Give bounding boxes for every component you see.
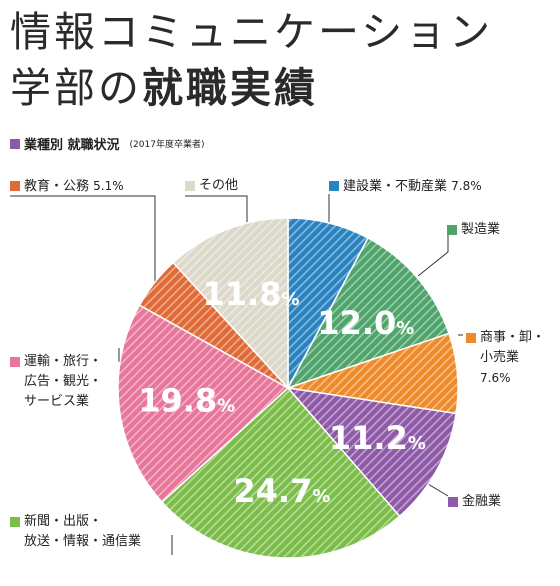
- label-other: その他: [185, 176, 238, 196]
- slice-value-label-transport: 19.8%: [138, 382, 235, 420]
- label-education-value: 5.1%: [93, 179, 124, 193]
- label-construction-text: 建設業・不動産業: [343, 179, 448, 194]
- page-title: 情報コミュニケーション 学部の就職実績: [10, 4, 493, 116]
- label-construction-value: 7.8%: [451, 179, 482, 193]
- slice-value-label-media: 24.7%: [233, 472, 330, 510]
- label-finance-text: 金融業: [462, 494, 502, 509]
- title-line-2-bold: 就職実績: [142, 64, 318, 112]
- label-media: 新聞・出版・放送・情報・通信業: [10, 512, 141, 552]
- label-education-text: 教育・公務: [24, 179, 90, 194]
- legend-swatch-media: [10, 517, 20, 527]
- label-education: 教育・公務 5.1%: [10, 176, 124, 197]
- label-transport-line-1: 運輸・旅行・: [24, 354, 103, 369]
- legend-swatch-finance: [448, 497, 458, 507]
- label-transport-line-3: サービス業: [24, 394, 90, 409]
- label-construction: 建設業・不動産業 7.8%: [329, 176, 482, 197]
- legend-swatch-trade: [466, 333, 476, 343]
- leader-line-education: [10, 195, 156, 290]
- label-trade-line-2: 小売業: [480, 350, 520, 365]
- subtitle-text: 業種別 就職状況: [24, 138, 120, 153]
- subtitle-note: (2017年度卒業者): [129, 140, 205, 150]
- label-manufacturing-text: 製造業: [461, 222, 501, 237]
- label-manufacturing: 製造業: [447, 220, 500, 240]
- legend-swatch-other: [185, 181, 195, 191]
- pie-slice-transport: [117, 304, 290, 504]
- label-trade-line-1: 商事・卸・: [480, 330, 546, 345]
- pie-slice-manufacturing: [286, 236, 450, 390]
- label-finance: 金融業: [448, 492, 501, 512]
- title-line-1: 情報コミュニケーション: [10, 8, 494, 56]
- subtitle-marker: [10, 138, 20, 149]
- slice-value-label-manufacturing: 12.0%: [317, 304, 414, 342]
- chart-subtitle: 業種別 就職状況 (2017年度卒業者): [10, 134, 204, 153]
- leader-line-manufacturing: [417, 231, 449, 277]
- label-media-line-1: 新聞・出版・: [24, 514, 103, 529]
- title-line-2: 学部の就職実績: [10, 60, 493, 116]
- slice-value-label-finance: 11.2%: [329, 419, 426, 457]
- legend-swatch-manufacturing: [447, 225, 457, 235]
- leader-lines: [10, 194, 463, 555]
- label-transport: 運輸・旅行・ 広告・観光・ サービス業: [10, 352, 102, 412]
- label-media-line-2: 放送・情報・通信業: [24, 534, 142, 549]
- slice-value-label-other: 11.8%: [203, 275, 300, 313]
- pie-slice-finance: [286, 386, 457, 518]
- label-trade-value: 7.6%: [480, 371, 511, 385]
- label-transport-line-2: 広告・観光・: [24, 374, 103, 389]
- leader-line-other: [185, 195, 248, 222]
- legend-swatch-transport: [10, 357, 20, 367]
- legend-swatch-construction: [329, 181, 339, 191]
- pie-slice-media: [160, 386, 401, 559]
- label-other-text: その他: [199, 178, 239, 193]
- title-line-2-prefix: 学部の: [10, 64, 142, 112]
- legend-swatch-education: [10, 181, 20, 191]
- label-trade: 商事・卸・小売業 7.6%: [466, 328, 545, 389]
- pie-slice-other: [172, 217, 289, 390]
